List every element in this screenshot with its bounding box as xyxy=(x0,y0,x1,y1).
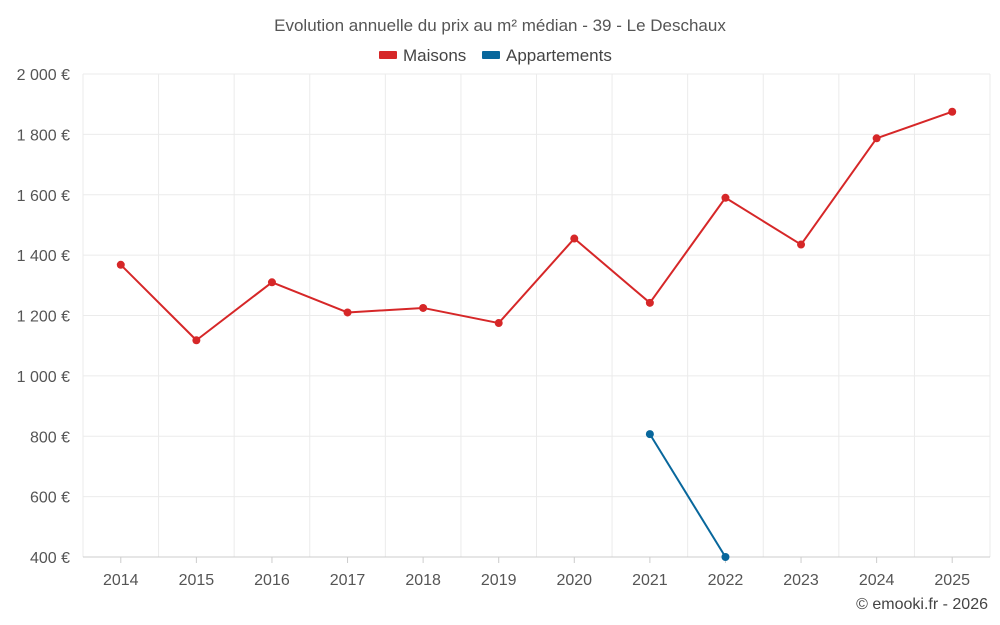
data-point-maisons-2017[interactable] xyxy=(343,308,352,317)
legend[interactable]: Maisons Appartements xyxy=(379,46,612,65)
x-tick-label: 2019 xyxy=(481,572,517,589)
x-tick-label: 2017 xyxy=(330,572,366,589)
data-point-maisons-2018[interactable] xyxy=(419,303,428,312)
y-tick-label: 400 € xyxy=(30,550,70,567)
y-tick-label: 1 600 € xyxy=(17,188,70,205)
series-line-maisons xyxy=(120,110,953,342)
y-tick-label: 1 800 € xyxy=(17,127,70,144)
legend-item-appartements[interactable]: Appartements xyxy=(482,46,612,65)
data-point-maisons-2025[interactable] xyxy=(948,107,957,116)
x-tick-label: 2025 xyxy=(934,572,970,589)
y-tick-label: 1 400 € xyxy=(17,248,70,265)
y-tick-label: 1 000 € xyxy=(17,369,70,386)
x-tick-label: 2022 xyxy=(708,572,744,589)
x-tick-label: 2015 xyxy=(179,572,215,589)
data-point-maisons-2020[interactable] xyxy=(570,234,579,243)
legend-label-maisons: Maisons xyxy=(403,46,466,65)
x-tick-label: 2014 xyxy=(103,572,139,589)
x-tick-label: 2020 xyxy=(556,572,592,589)
series-appartements xyxy=(645,430,730,561)
data-point-maisons-2014[interactable] xyxy=(116,260,125,269)
legend-label-appartements: Appartements xyxy=(506,46,612,65)
legend-item-maisons[interactable]: Maisons xyxy=(379,46,466,65)
x-tick-label: 2018 xyxy=(405,572,441,589)
axes: 400 € 600 € 800 € 1 000 € 1 200 € 1 400 € 1 60… xyxy=(17,67,990,589)
data-point-appartements-2022[interactable] xyxy=(721,553,730,561)
series xyxy=(116,107,957,561)
y-tick-label: 600 € xyxy=(30,490,70,507)
data-point-maisons-2023[interactable] xyxy=(797,240,806,249)
y-tick-label: 800 € xyxy=(30,429,70,446)
y-tick-label: 2 000 € xyxy=(17,67,70,84)
y-tick-label: 1 200 € xyxy=(17,309,70,326)
grid xyxy=(82,73,991,557)
series-maisons xyxy=(116,107,957,345)
data-point-maisons-2022[interactable] xyxy=(721,193,730,202)
chart-title: Evolution annuelle du prix au m² médian … xyxy=(274,16,726,35)
legend-swatch-maisons xyxy=(379,51,397,59)
data-point-appartements-2021[interactable] xyxy=(645,430,654,439)
x-tick-label: 2024 xyxy=(859,572,895,589)
credit-text: © emooki.fr - 2026 xyxy=(856,596,988,613)
data-point-maisons-2024[interactable] xyxy=(872,134,881,143)
data-point-maisons-2021[interactable] xyxy=(645,298,654,307)
series-line-appartements xyxy=(649,433,727,558)
x-tick-label: 2023 xyxy=(783,572,819,589)
data-point-maisons-2015[interactable] xyxy=(192,336,201,345)
x-tick-label: 2021 xyxy=(632,572,668,589)
legend-swatch-appartements xyxy=(482,51,500,59)
data-point-maisons-2019[interactable] xyxy=(494,319,503,328)
data-point-maisons-2016[interactable] xyxy=(267,278,276,287)
x-tick-label: 2016 xyxy=(254,572,290,589)
